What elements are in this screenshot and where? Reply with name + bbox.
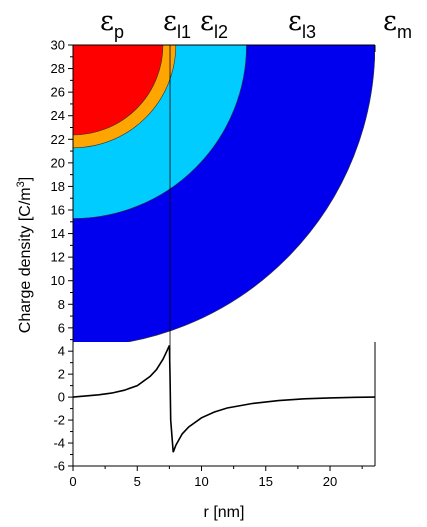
- x-ticks: 0 5 10 15 20: [69, 466, 363, 489]
- x-axis-label: r [nm]: [204, 504, 245, 521]
- region-label-l1: εl1: [163, 6, 191, 42]
- x-tick-label: 10: [194, 474, 208, 489]
- bottom-y-ticks: -6 -4 -2 0 2 4: [53, 344, 73, 474]
- region-label-m: εm: [383, 6, 412, 42]
- top-y-tick-label: 10: [51, 273, 65, 288]
- bottom-y-tick-label: -2: [53, 413, 65, 428]
- top-y-tick-label: 16: [51, 203, 65, 218]
- bottom-y-tick-label: 2: [58, 367, 65, 382]
- top-y-tick-label: 24: [51, 108, 65, 123]
- x-tick-label: 15: [259, 474, 273, 489]
- top-y-ticks: 6 8 10 12 14 16 18 20 22 24 26 28 30: [51, 38, 73, 341]
- bottom-y-tick-label: 4: [58, 344, 65, 359]
- top-y-tick-label: 22: [51, 132, 65, 147]
- x-tick-label: 5: [134, 474, 141, 489]
- region-label-p: εp: [100, 6, 124, 42]
- top-y-tick-label: 28: [51, 61, 65, 76]
- top-panel: 6 8 10 12 14 16 18 20 22 24 26 28 30: [51, 38, 376, 375]
- bottom-panel: -6 -4 -2 0 2 4 0 5 10 15 20: [53, 342, 376, 489]
- top-y-tick-label: 14: [51, 226, 65, 241]
- top-y-tick-label: 20: [51, 155, 65, 170]
- bottom-y-tick-label: -6: [53, 459, 65, 474]
- region-labels: εp εl1 εl2 εl3 εm: [100, 6, 412, 42]
- layer-regions: [73, 45, 375, 342]
- y-axis-label: Charge density [C/m3]: [15, 177, 34, 333]
- particle-region: [73, 45, 164, 136]
- charge-density-curve: [72, 345, 376, 453]
- bottom-y-tick-label: 0: [58, 390, 65, 405]
- x-tick-label: 20: [323, 474, 337, 489]
- top-y-tick-label: 6: [58, 320, 65, 335]
- region-label-l3: εl3: [288, 6, 316, 42]
- x-tick-label: 0: [69, 474, 76, 489]
- top-y-tick-label: 18: [51, 179, 65, 194]
- region-label-l2: εl2: [200, 6, 228, 42]
- top-y-tick-label: 30: [51, 38, 65, 53]
- top-y-tick-label: 8: [58, 297, 65, 312]
- bottom-y-tick-label: -4: [53, 436, 65, 451]
- top-y-tick-label: 12: [51, 250, 65, 265]
- top-y-tick-label: 26: [51, 85, 65, 100]
